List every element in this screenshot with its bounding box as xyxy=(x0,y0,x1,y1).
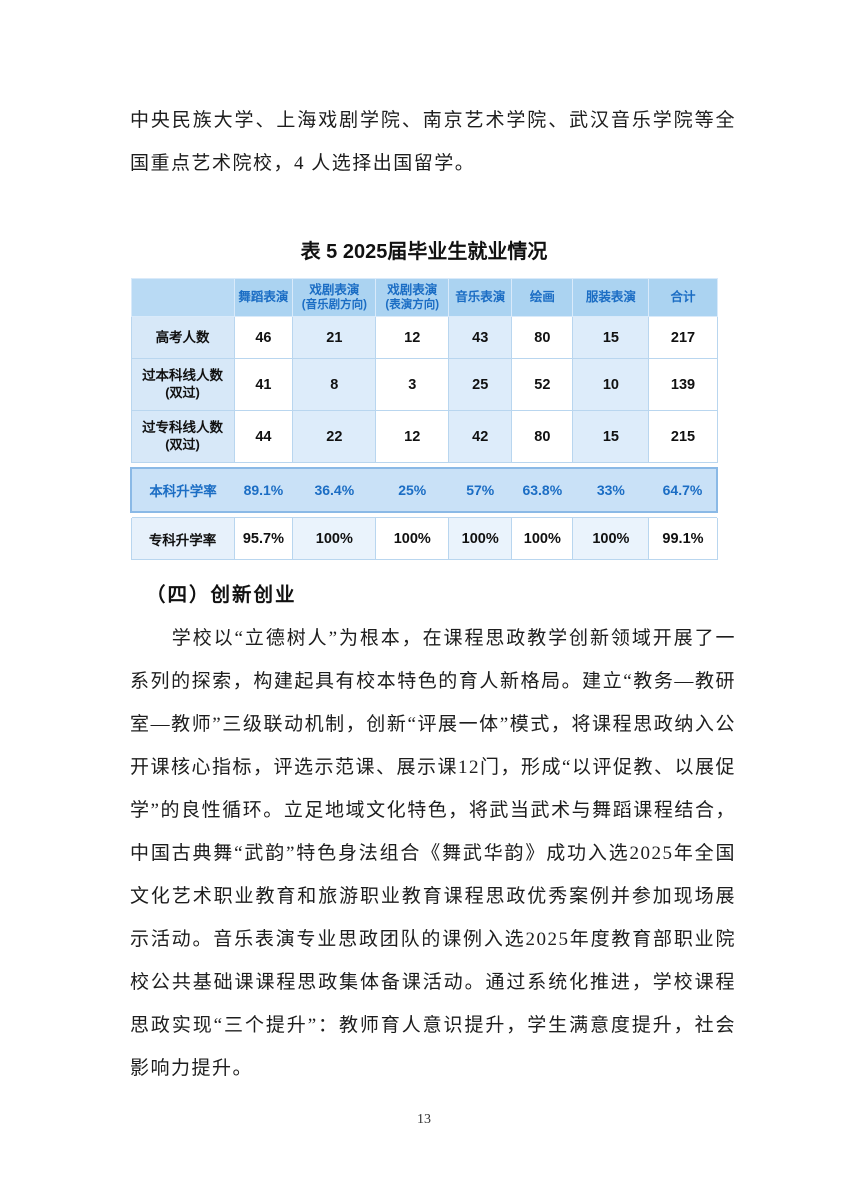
table-cell: 80 xyxy=(511,410,574,463)
table-cell: 46 xyxy=(233,316,294,359)
row-label: 高考人数 xyxy=(130,316,235,359)
header-cell-empty xyxy=(130,278,235,317)
row-label: 本科升学率 xyxy=(129,467,235,513)
highlight-row-undergrad-rate: 本科升学率 89.1% 36.4% 25% 57% 63.8% 33% 64.7… xyxy=(129,467,719,513)
intro-paragraph: 中央民族大学、上海戏剧学院、南京艺术学院、武汉音乐学院等全国重点艺术院校，4 人… xyxy=(130,110,736,174)
table-cell: 8 xyxy=(292,358,377,411)
row-spacer xyxy=(130,512,718,518)
header-cell: 戏剧表演 (表演方向) xyxy=(375,278,450,317)
table-cell: 100% xyxy=(448,517,513,560)
header-cell: 舞蹈表演 xyxy=(233,278,294,317)
table-cell: 80 xyxy=(511,316,574,359)
header-label: 音乐表演 xyxy=(455,289,506,304)
table-cell: 25% xyxy=(375,467,449,513)
table-cell: 95.7% xyxy=(233,517,294,560)
table-cell: 15 xyxy=(572,316,650,359)
header-sublabel: (表演方向) xyxy=(385,299,440,312)
table-cell: 10 xyxy=(572,358,650,411)
row-spacer xyxy=(130,462,718,468)
employment-table: 舞蹈表演 戏剧表演 (音乐剧方向) 戏剧表演 (表演方向) 音乐表演 绘画 服装表演… xyxy=(129,278,719,560)
table-cell: 25 xyxy=(448,358,513,411)
row-label-subtext: (双过) xyxy=(165,436,200,452)
table-row-college-rate: 专科升学率 95.7% 100% 100% 100% 100% 100% 99.… xyxy=(130,517,718,560)
header-label: 戏剧表演 xyxy=(387,282,438,297)
row-label: 过本科线人数 (双过) xyxy=(130,358,235,411)
table-row: 高考人数 46 21 12 43 80 15 217 xyxy=(130,316,718,359)
table-cell: 100% xyxy=(511,517,574,560)
table-header-row: 舞蹈表演 戏剧表演 (音乐剧方向) 戏剧表演 (表演方向) 音乐表演 绘画 服装表演… xyxy=(130,278,718,317)
table-cell: 21 xyxy=(292,316,377,359)
table-cell: 44 xyxy=(233,410,294,463)
table-cell: 33% xyxy=(572,467,649,513)
table-cell: 99.1% xyxy=(648,517,718,560)
row-label-text: 过专科线人数 xyxy=(142,420,224,436)
row-label-text: 过本科线人数 xyxy=(142,368,224,384)
table-cell: 139 xyxy=(648,358,718,411)
header-cell: 戏剧表演 (音乐剧方向) xyxy=(292,278,377,317)
table-row: 过专科线人数 (双过) 44 22 12 42 80 15 215 xyxy=(130,410,718,463)
section-paragraph: 学校以“立德树人”为根本，在课程思政教学创新领域开展了一系列的探索，构建起具有校… xyxy=(130,628,736,1079)
table-cell: 215 xyxy=(648,410,718,463)
table-cell: 100% xyxy=(572,517,650,560)
table-cell: 89.1% xyxy=(234,467,293,513)
table-cell: 57% xyxy=(448,467,512,513)
table-cell: 52 xyxy=(511,358,574,411)
header-label: 服装表演 xyxy=(585,289,636,304)
table-cell: 64.7% xyxy=(648,467,719,513)
table-row: 过本科线人数 (双过) 41 8 3 25 52 10 139 xyxy=(130,358,718,411)
row-label: 过专科线人数 (双过) xyxy=(130,410,235,463)
row-label-text: 高考人数 xyxy=(155,329,210,345)
table-cell: 41 xyxy=(233,358,294,411)
table-cell: 12 xyxy=(375,316,450,359)
table-cell: 63.8% xyxy=(511,467,573,513)
header-label: 舞蹈表演 xyxy=(238,289,289,304)
header-cell: 服装表演 xyxy=(572,278,650,317)
table-cell: 12 xyxy=(375,410,450,463)
table-cell: 22 xyxy=(292,410,377,463)
table-cell: 100% xyxy=(375,517,450,560)
header-cell: 绘画 xyxy=(511,278,574,317)
table-title: 表 5 2025届毕业生就业情况 xyxy=(300,241,548,263)
table-cell: 217 xyxy=(648,316,718,359)
table-cell: 100% xyxy=(292,517,377,560)
table-cell: 15 xyxy=(572,410,650,463)
header-cell: 音乐表演 xyxy=(448,278,513,317)
page-number: 13 xyxy=(417,1112,431,1127)
table-cell: 36.4% xyxy=(292,467,376,513)
header-label: 戏剧表演 xyxy=(309,282,360,297)
section-heading: （四）创新创业 xyxy=(146,585,297,606)
header-sublabel: (音乐剧方向) xyxy=(301,299,367,312)
table-cell: 42 xyxy=(448,410,513,463)
row-label: 专科升学率 xyxy=(130,517,235,560)
header-label: 合计 xyxy=(670,289,696,304)
table-cell: 3 xyxy=(375,358,450,411)
row-label-subtext: (双过) xyxy=(165,384,200,400)
header-label: 绘画 xyxy=(529,289,555,304)
header-cell: 合计 xyxy=(648,278,718,317)
content-area: 中央民族大学、上海戏剧学院、南京艺术学院、武汉音乐学院等全国重点艺术院校，4 人… xyxy=(129,0,736,1090)
table-cell: 43 xyxy=(448,316,513,359)
